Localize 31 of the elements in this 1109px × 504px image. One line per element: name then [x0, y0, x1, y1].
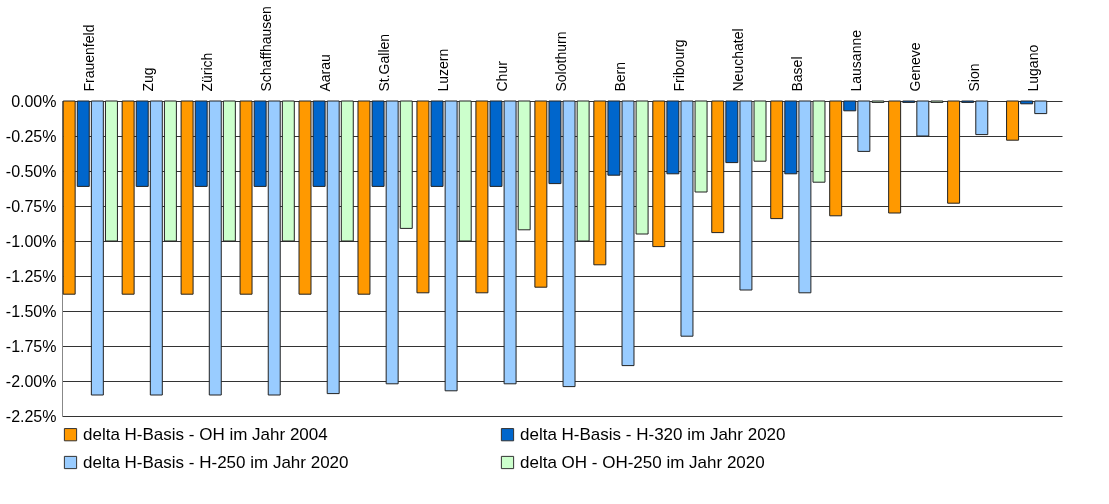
y-tick-label: -1.25%: [5, 267, 57, 285]
x-tick-label: Basel: [788, 56, 805, 92]
y-tick-label: 0.00%: [11, 92, 57, 110]
x-tick-label: Frauenfeld: [81, 24, 98, 92]
x-tick-label: Solothurn: [553, 31, 569, 92]
legend-label: delta H-Basis - H-250 im Jahr 2020: [83, 452, 349, 472]
x-tick-label: Neuchatel: [729, 28, 746, 92]
legend-label: delta H-Basis - OH im Jahr 2004: [83, 424, 328, 444]
y-tick-label: -2.25%: [5, 407, 57, 425]
x-tick-label: Lugano: [1024, 44, 1041, 92]
x-tick-label: Bern: [611, 61, 628, 92]
x-tick-label: Schaffhausen: [258, 6, 275, 92]
x-tick-label: Zürich: [199, 52, 216, 92]
y-tick-label: -1.00%: [5, 232, 57, 250]
x-tick-label: Chur: [494, 60, 511, 92]
y-tick-label: -1.50%: [5, 302, 57, 320]
y-tick-label: -0.75%: [5, 197, 57, 215]
legend-label: delta H-Basis - H-320 im Jahr 2020: [520, 424, 786, 444]
x-tick-label: Geneve: [906, 42, 923, 92]
x-tick-label: Fribourg: [670, 39, 687, 92]
x-tick-label: Lausanne: [847, 29, 864, 92]
x-tick-label: Luzern: [435, 48, 452, 92]
legend-label: delta OH - OH-250 im Jahr 2020: [520, 452, 765, 472]
y-tick-label: -2.00%: [5, 372, 57, 390]
x-tick-label: Zug: [140, 67, 157, 92]
y-tick-label: -0.25%: [5, 127, 57, 145]
x-tick-label: Aarau: [317, 54, 334, 92]
x-tick-label: St.Gallen: [376, 33, 393, 92]
y-tick-label: -0.50%: [5, 162, 57, 180]
x-tick-label: Sion: [965, 63, 982, 92]
y-tick-label: -1.75%: [5, 337, 57, 355]
